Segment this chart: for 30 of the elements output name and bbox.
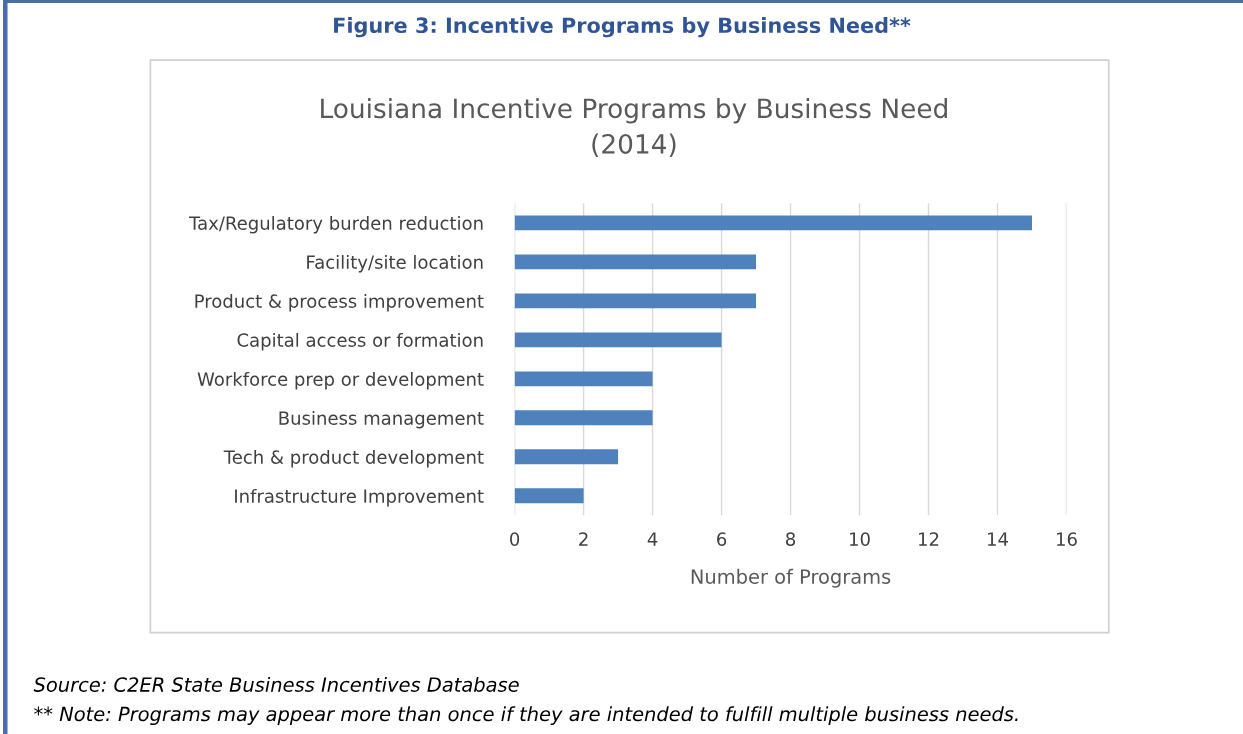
y-tick-label: Product & process improvement <box>195 293 484 312</box>
chart-title: Figure 3: Incentive Programs by Business Need** <box>334 17 911 38</box>
y-tick-label: Tech & product development <box>223 449 484 468</box>
y-tick-label: Infrastructure Improvement <box>235 488 484 507</box>
bar <box>514 332 722 348</box>
x-tick-label: 6 <box>717 532 727 546</box>
chart-subtitle: Louisiana Incentive Programs by Business Need (2014) <box>321 97 947 157</box>
x-tick-label: 10 <box>850 532 870 546</box>
bar <box>514 488 584 504</box>
bar <box>514 215 1032 231</box>
x-tick-label: 12 <box>919 532 939 546</box>
bar <box>514 371 653 387</box>
x-tick-label: 8 <box>786 532 796 546</box>
y-tick-label: Facility/site location <box>307 254 483 273</box>
x-tick-label: 4 <box>647 532 658 546</box>
bar <box>514 254 757 270</box>
y-tick-label: Workforce prep or development <box>197 371 484 390</box>
bar <box>514 293 757 309</box>
text: ** Note: Programs may appear more than once if they are intended to fulfill multiple business needs. <box>34 706 1018 726</box>
bar <box>514 449 619 465</box>
x-tick-label: 2 <box>579 532 588 546</box>
y-tick-label: Capital access or formation <box>237 332 483 351</box>
bar <box>514 410 653 426</box>
x-tick-label: 16 <box>1056 532 1077 546</box>
source-note: Source: C2ER State Business Incentives Database <box>33 676 519 692</box>
x-tick-label: 0 <box>510 532 520 546</box>
y-tick-label: Business management <box>279 410 484 429</box>
y-tick-label: Tax/Regulatory burden reduction <box>189 215 483 234</box>
x-tick-label: 14 <box>988 532 1008 546</box>
x-axis-title: Number of Programs <box>691 568 891 588</box>
